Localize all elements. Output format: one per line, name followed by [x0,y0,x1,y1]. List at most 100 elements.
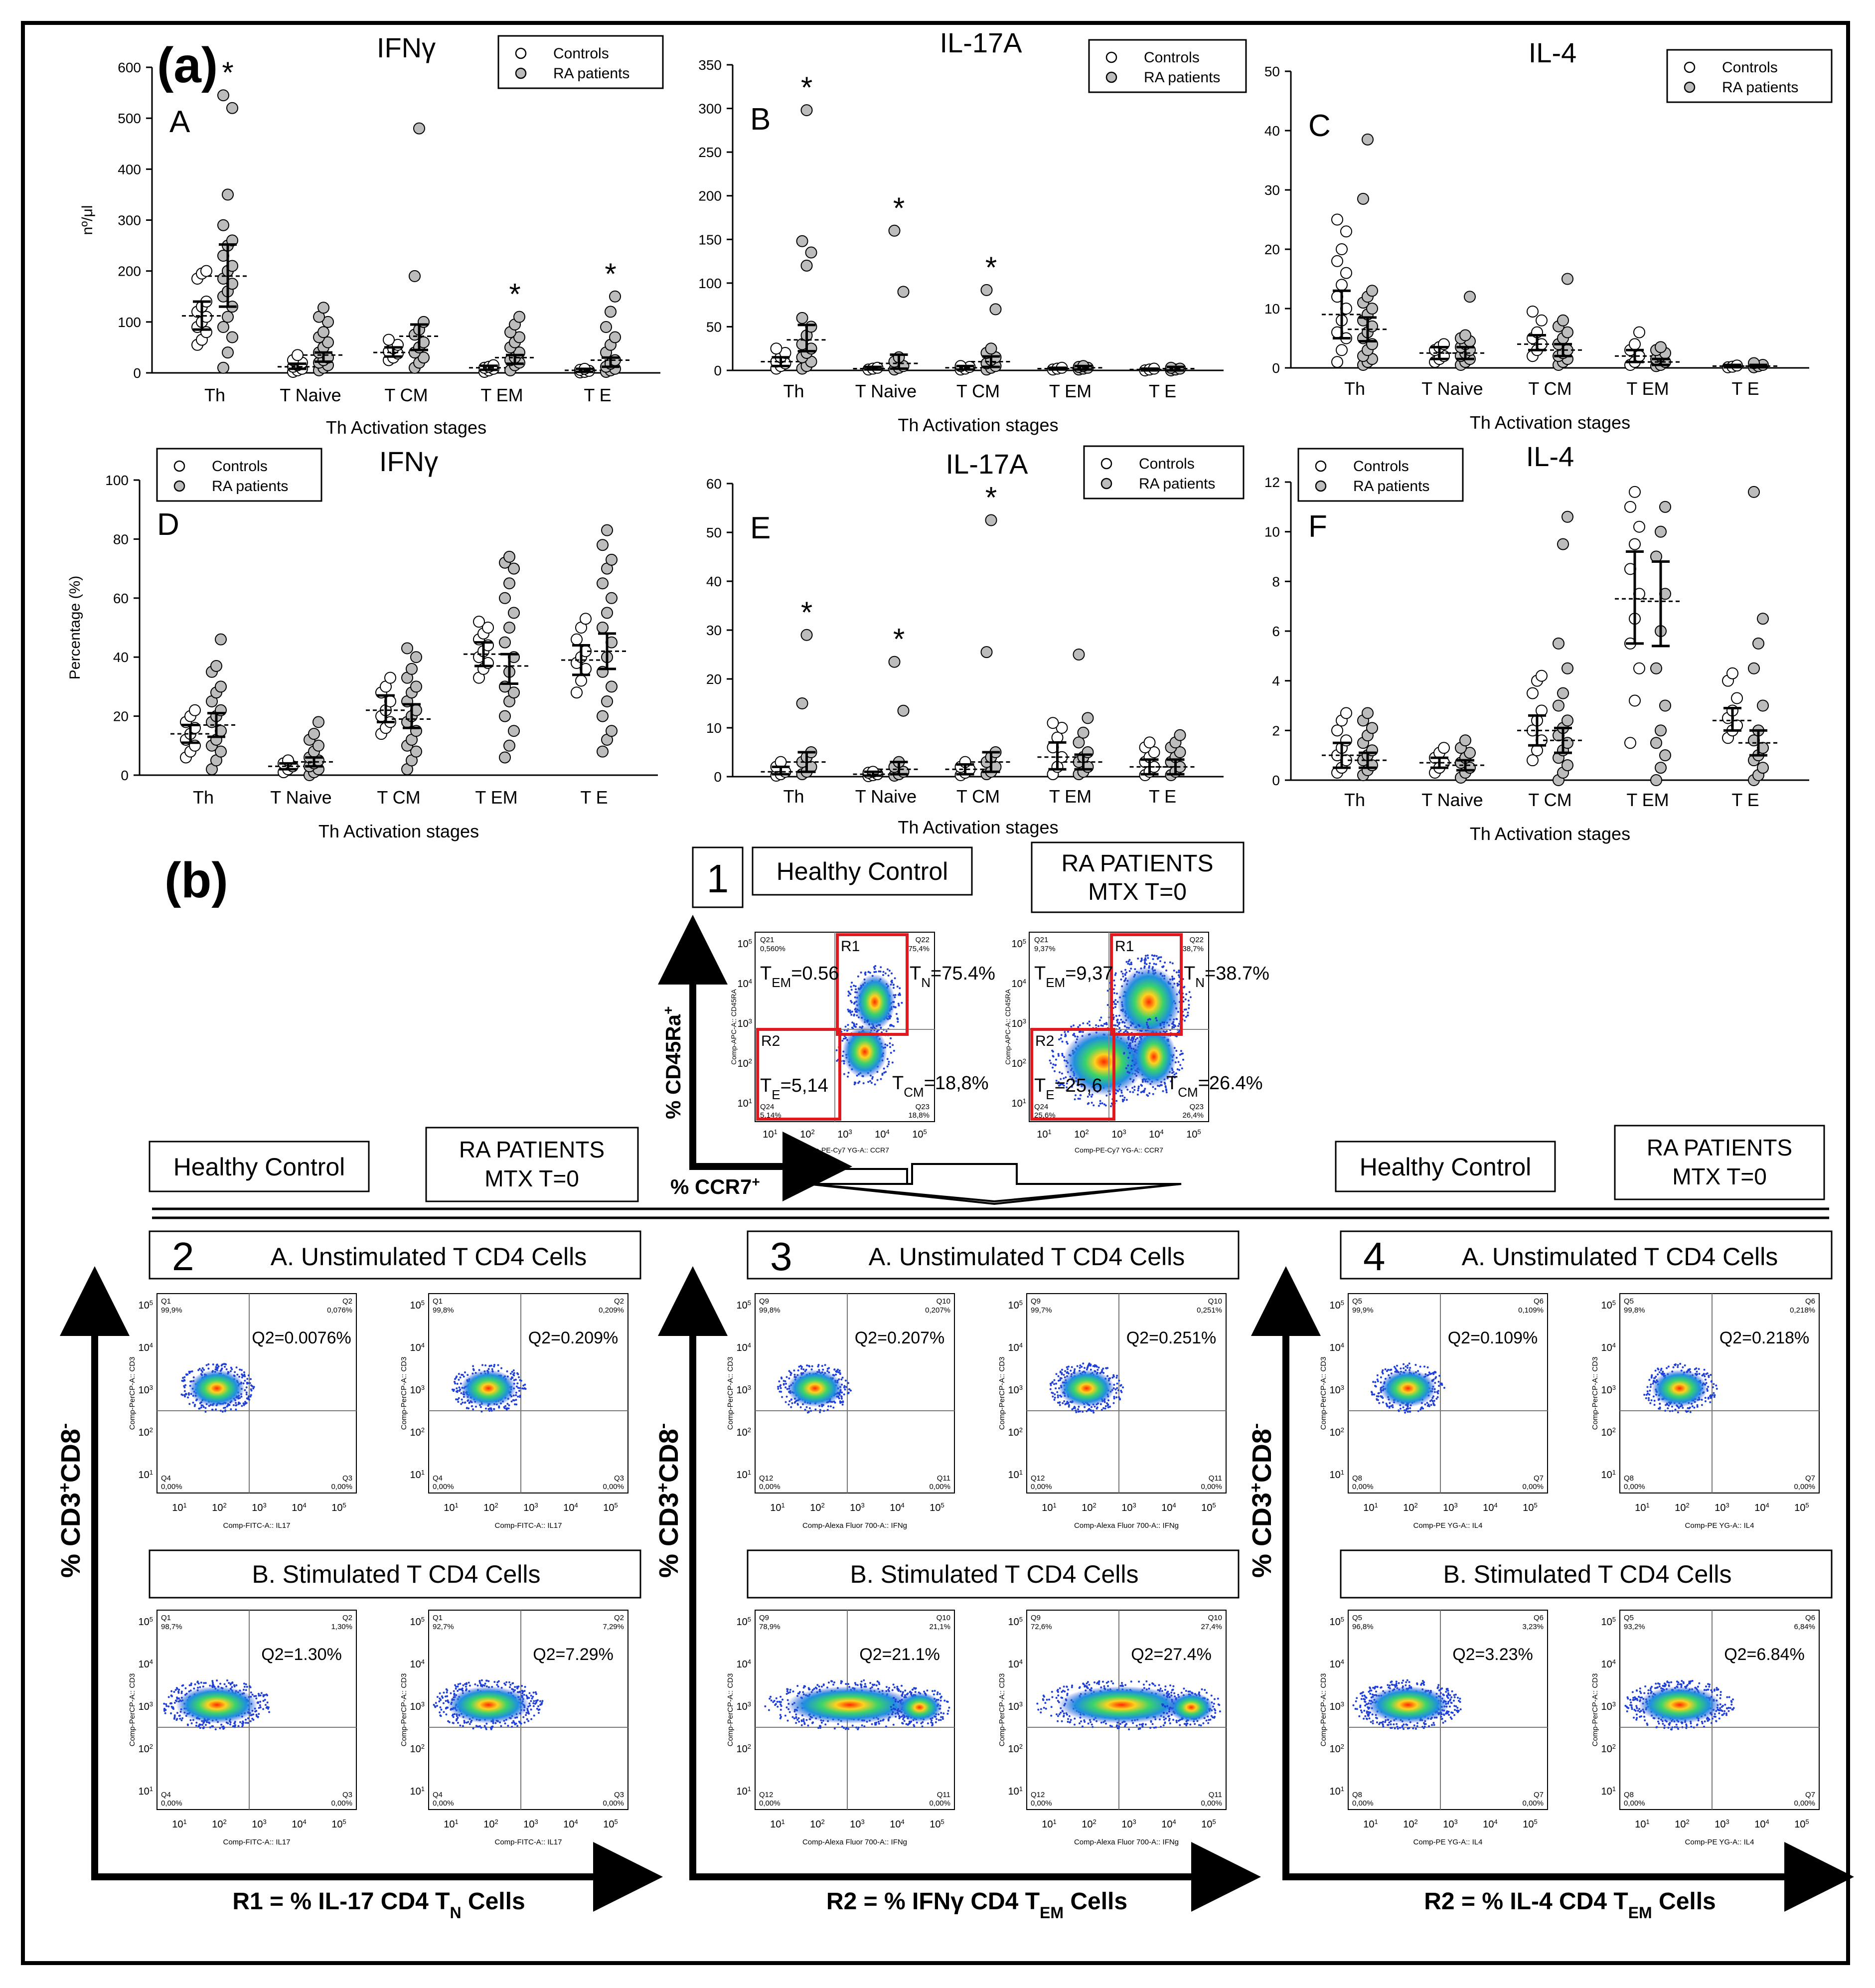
axis-label-sup: + [653,1483,672,1492]
cell-dot [434,1705,436,1707]
cell-dot [1180,1050,1182,1052]
cell-dot [1148,962,1151,965]
tick-base: 10 [331,1819,342,1830]
header-left-hc-label: Healthy Control [173,1153,345,1181]
cell-dot [249,1720,252,1722]
cell-dot [244,1401,246,1403]
cell-dot [851,1021,854,1024]
cell-dot [1131,1022,1133,1025]
cell-dot [1184,998,1187,1000]
legend-patients-marker [1105,71,1117,83]
cell-dot [192,1401,194,1404]
cell-dot [1057,1379,1060,1382]
tick-base: 10 [737,1300,748,1311]
cell-dot [1112,1402,1115,1404]
cell-dot [435,1702,437,1704]
tick-base: 10 [1012,979,1023,990]
cell-dot [439,1706,442,1709]
tick-base: 10 [603,1819,614,1830]
cell-dot [463,1721,466,1724]
cell-dot [1063,1374,1065,1376]
cell-dot [1066,1042,1069,1045]
cell-dot [504,1722,506,1725]
cell-dot [244,1403,247,1405]
tick-exp: 3 [421,1700,425,1708]
cell-dot [465,1685,467,1688]
cell-dot [1144,955,1147,957]
cell-dot [521,1685,523,1687]
data-point [980,646,993,659]
cell-dot [509,1372,512,1375]
data-point [1629,694,1641,707]
tick-exp: 1 [421,1469,425,1476]
cell-dot [452,1390,455,1392]
legend-patients-label: RA patients [1139,476,1215,492]
y-tick-label: 103 [1012,1017,1026,1030]
data-point [1073,649,1085,661]
data-point [1174,746,1186,758]
cell-dot [1130,1068,1133,1070]
tick-exp: 2 [1093,1501,1096,1509]
cell-dot [882,974,884,976]
plot-x-label: Comp-FITC-A:: IL17 [494,1838,562,1846]
cell-dot [458,1378,460,1381]
category-label: T EM [1626,790,1669,810]
tick-base: 10 [737,1470,748,1481]
cell-dot [1120,1391,1123,1393]
tick-exp: 5 [615,1501,618,1509]
cell-dot [1061,1072,1063,1075]
y-tick-label: 101 [737,1469,751,1481]
cell-dot [530,1718,533,1720]
cell-dot [1152,1093,1154,1095]
tick-exp: 5 [1019,1299,1023,1307]
cell-dot [233,1685,236,1688]
cell-dot [841,1039,844,1042]
cell-dot [1101,1024,1104,1027]
population-subscript: E [772,1087,780,1102]
cell-dot [198,1407,201,1410]
cell-dot [1105,1367,1107,1369]
cell-dot [455,1687,457,1690]
cell-dot [1082,1362,1085,1365]
healthy-control-label: Healthy Control [777,857,948,885]
legend-controls-marker [173,460,185,472]
data-point [1726,667,1738,679]
cell-dot [892,987,895,989]
cell-dot [259,1706,262,1709]
cell-dot [1077,1026,1080,1028]
cell-dot [1115,1392,1117,1394]
cell-dot [508,1681,510,1683]
cell-dot [180,1393,183,1396]
x-tick-label: 103 [523,1818,538,1830]
tick-base: 10 [1008,1342,1019,1353]
cell-dot [539,1700,542,1702]
cell-dot [857,1082,860,1084]
cell-dot [840,1397,843,1400]
cell-dot [477,1725,479,1728]
data-point [796,312,808,324]
legend-controls-label: Controls [553,45,609,62]
category-label: Th [1344,378,1365,399]
tick-base: 10 [738,979,749,990]
y-tick-label: 105 [410,1616,425,1628]
cell-dot [527,1712,529,1714]
cell-dot [845,1386,848,1388]
cell-dot [1079,1098,1081,1100]
data-point [1073,736,1085,749]
y-tick-label: 101 [1008,1469,1023,1481]
cell-dot [1099,1102,1101,1105]
cell-dot [179,1717,181,1720]
data-point [1357,192,1369,205]
x-tick-label: 101 [444,1818,458,1830]
tick-exp: 4 [575,1818,578,1825]
cell-dot [1185,1016,1187,1018]
tick-base: 10 [139,1617,150,1628]
tick-exp: 3 [421,1384,425,1391]
cell-dot [241,1376,243,1379]
cell-dot [525,1714,527,1716]
cell-dot [458,1397,460,1399]
legend-box [1088,39,1247,93]
data-point [1659,749,1671,762]
data-point [1659,500,1671,513]
cell-dot [493,1365,495,1368]
